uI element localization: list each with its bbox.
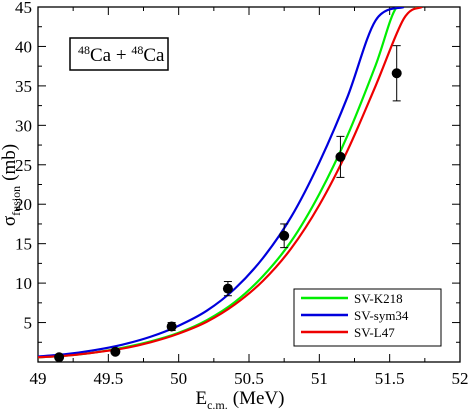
data-point xyxy=(391,68,402,79)
x-tick-labels: 49 49.5 50 50.5 51 51.5 52 xyxy=(30,369,469,388)
reaction-base-1: Ca + xyxy=(90,45,131,66)
y-axis-unit: (mb) xyxy=(0,144,20,181)
y-tick-label: 10 xyxy=(15,274,32,293)
data-point-group xyxy=(279,223,290,249)
y-tick-marks xyxy=(38,6,460,363)
legend: SV-K218 SV-sym34 SV-L47 xyxy=(293,288,442,347)
x-axis-symbol: E xyxy=(196,388,208,409)
y-tick-label: 40 xyxy=(15,37,32,56)
annotation-box xyxy=(69,37,169,71)
series-layer xyxy=(38,7,423,359)
legend-label-sv-k218: SV-K218 xyxy=(354,291,403,306)
x-tick-label: 50.5 xyxy=(234,369,264,388)
x-axis-subscript: c.m. xyxy=(207,398,228,410)
y-tick-label: 20 xyxy=(15,195,32,214)
y-tick-label: 30 xyxy=(15,116,32,135)
legend-label-sv-l47: SV-L47 xyxy=(354,325,395,340)
data-point-group xyxy=(110,346,121,357)
data-point-group xyxy=(222,281,233,297)
y-tick-label: 45 xyxy=(15,0,32,17)
y-axis-subscript: fusion xyxy=(9,186,23,216)
y-tick-label: 35 xyxy=(15,77,32,96)
x-tick-label: 50 xyxy=(170,369,187,388)
x-axis-unit: (MeV) xyxy=(233,388,285,409)
data-point xyxy=(110,346,121,357)
data-points xyxy=(54,45,402,363)
series-line-sv-sym34 xyxy=(38,7,405,358)
y-axis-title: σfusion (mb) xyxy=(0,144,23,226)
mass-number-1: 48 xyxy=(78,43,90,57)
data-point xyxy=(54,352,65,363)
data-point-group xyxy=(166,321,177,332)
series-line-sv-l47 xyxy=(38,7,423,359)
data-point-group xyxy=(391,45,402,102)
x-axis-title: Ec.m. (MeV) xyxy=(196,388,285,410)
mass-number-2: 48 xyxy=(131,43,143,57)
y-tick-label: 25 xyxy=(15,156,32,175)
data-point xyxy=(166,321,177,332)
x-tick-label: 52 xyxy=(452,369,469,388)
legend-label-sv-sym34: SV-sym34 xyxy=(354,308,409,323)
y-tick-labels: 5 10 15 20 25 30 35 40 45 xyxy=(15,0,32,333)
reaction-label: 48Ca + 48Ca xyxy=(78,43,165,66)
data-point xyxy=(222,283,233,294)
reaction-annotation: 48Ca + 48Ca xyxy=(69,37,169,71)
x-tick-label: 51.5 xyxy=(375,369,405,388)
x-tick-marks xyxy=(37,7,461,362)
x-tick-label: 49 xyxy=(30,369,47,388)
y-axis-symbol: σ xyxy=(0,216,20,226)
data-point xyxy=(279,230,290,241)
data-point xyxy=(335,151,346,162)
data-point-group xyxy=(54,352,65,363)
y-tick-label: 5 xyxy=(24,314,33,333)
x-tick-label: 51 xyxy=(311,369,328,388)
y-tick-label: 15 xyxy=(15,235,32,254)
x-tick-label: 49.5 xyxy=(93,369,123,388)
data-point-group xyxy=(335,135,346,178)
reaction-base-2: Ca xyxy=(143,45,165,66)
